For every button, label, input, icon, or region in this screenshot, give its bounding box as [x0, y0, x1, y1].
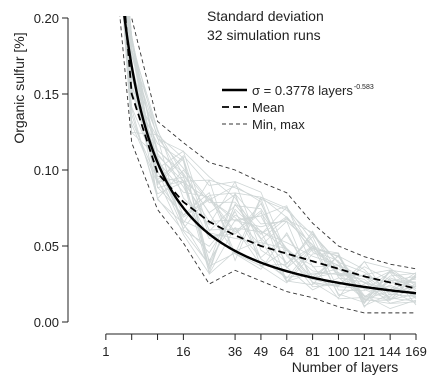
simulation-run-line	[126, 16, 417, 287]
x-axis-title: Number of layers	[292, 359, 399, 375]
legend-mean-label: Mean	[252, 100, 285, 115]
simulation-run-line	[125, 16, 417, 303]
simulation-run-line	[124, 16, 417, 300]
legend-minmax-label: Min, max	[252, 117, 305, 132]
tick-labels: 0.00 0.05 0.10 0.15 0.20 1 16 36 49 64 81 100 121 144…	[34, 11, 427, 359]
x-tick-label: 169	[405, 344, 427, 359]
max-series-line	[131, 16, 417, 270]
simulation-run-line	[129, 16, 417, 304]
x-tick-label: 121	[353, 344, 375, 359]
x-tick-label: 36	[228, 344, 242, 359]
y-tick-label: 0.20	[34, 11, 59, 26]
y-tick-label: 0.15	[34, 87, 59, 102]
x-tick-label: 64	[280, 344, 294, 359]
simulation-run-line	[125, 16, 417, 301]
simulation-runs	[122, 16, 417, 309]
mean-series-line	[124, 16, 417, 290]
simulation-run-line	[124, 16, 417, 294]
legend-fit-label-exponent: -0.583	[354, 84, 374, 91]
fit-series-line	[123, 16, 417, 295]
y-tick-label: 0.00	[34, 315, 59, 330]
y-tick-label: 0.05	[34, 239, 59, 254]
x-tick-label: 16	[176, 344, 190, 359]
x-tick-label: 49	[254, 344, 268, 359]
simulation-run-line	[123, 16, 417, 290]
chart-annotation-line-2: 32 simulation runs	[207, 27, 321, 43]
x-tick-label: 144	[379, 344, 401, 359]
simulation-run-line	[123, 16, 417, 301]
simulation-run-line	[128, 16, 417, 305]
x-tick-label: 81	[305, 344, 319, 359]
simulation-run-line	[122, 16, 417, 306]
legend: σ = 0.3778 layers-0.583 Mean Min, max	[222, 83, 374, 132]
min-series-line	[119, 16, 416, 314]
y-axis-title: Organic sulfur [%]	[11, 32, 27, 143]
y-tick-label: 0.10	[34, 163, 59, 178]
x-tick-label: 1	[102, 344, 109, 359]
simulation-run-line	[127, 16, 417, 301]
chart-annotation-line-1: Standard deviation	[207, 8, 324, 24]
legend-fit-label-main: σ = 0.3778 layers	[252, 83, 353, 98]
simulation-run-line	[128, 16, 417, 288]
simulation-run-line	[128, 16, 417, 292]
legend-fit-label: σ = 0.3778 layers-0.583	[252, 83, 374, 98]
x-tick-label: 100	[328, 344, 350, 359]
axes	[62, 17, 417, 340]
simulation-run-line	[123, 16, 417, 304]
series-layer	[119, 16, 417, 314]
